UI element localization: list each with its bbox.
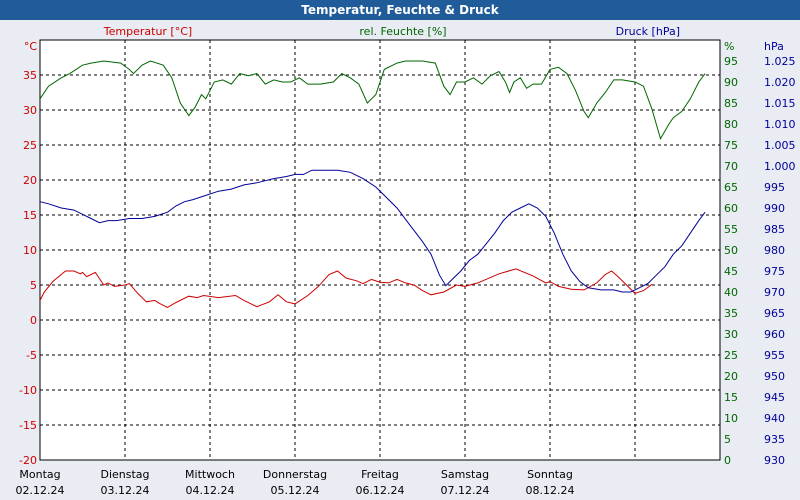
chart-title: Temperatur, Feuchte & Druck <box>0 0 800 20</box>
y-tick-label-temperature: 15 <box>23 209 37 222</box>
series-label-humidity: rel. Feuchte [%] <box>359 25 446 38</box>
y-axis-unit-humidity: % <box>724 40 734 53</box>
y-tick-label-pressure: 1.010 <box>764 118 796 131</box>
y-tick-label-humidity: 10 <box>724 412 738 425</box>
x-tick-label-date: 06.12.24 <box>356 484 405 497</box>
y-tick-label-pressure: 970 <box>764 286 785 299</box>
x-tick-label-date: 03.12.24 <box>101 484 150 497</box>
y-tick-label-pressure: 1.015 <box>764 97 796 110</box>
x-tick-label-date: 05.12.24 <box>271 484 320 497</box>
series-label-pressure: Druck [hPa] <box>616 25 680 38</box>
pressure-line <box>39 169 706 293</box>
y-tick-label-temperature: 0 <box>30 314 37 327</box>
series-label-temperature: Temperatur [°C] <box>103 25 192 38</box>
y-tick-label-humidity: 50 <box>724 244 738 257</box>
y-tick-label-pressure: 940 <box>764 412 785 425</box>
x-tick-label-day: Montag <box>19 468 60 481</box>
y-tick-label-humidity: 70 <box>724 160 738 173</box>
y-tick-label-pressure: 975 <box>764 265 785 278</box>
y-tick-label-temperature: -15 <box>19 419 37 432</box>
x-tick-label-day: Donnerstag <box>263 468 327 481</box>
x-tick-label-date: 04.12.24 <box>186 484 235 497</box>
y-tick-label-pressure: 935 <box>764 433 785 446</box>
y-tick-label-pressure: 980 <box>764 244 785 257</box>
y-tick-label-temperature: 20 <box>23 174 37 187</box>
x-tick-label-day: Dienstag <box>100 468 149 481</box>
x-tick-label-date: 02.12.24 <box>16 484 65 497</box>
y-tick-label-humidity: 60 <box>724 202 738 215</box>
y-tick-label-humidity: 90 <box>724 76 738 89</box>
y-tick-label-pressure: 960 <box>764 328 785 341</box>
x-tick-label-date: 08.12.24 <box>526 484 575 497</box>
y-tick-label-humidity: 35 <box>724 307 738 320</box>
y-tick-label-humidity: 80 <box>724 118 738 131</box>
y-tick-label-pressure: 1.020 <box>764 76 796 89</box>
y-tick-label-humidity: 25 <box>724 349 738 362</box>
y-tick-label-temperature: -10 <box>19 384 37 397</box>
y-tick-label-temperature: -5 <box>26 349 37 362</box>
x-tick-label-date: 07.12.24 <box>441 484 490 497</box>
humidity-line <box>39 60 706 140</box>
y-tick-label-humidity: 85 <box>724 97 738 110</box>
y-tick-label-temperature: 5 <box>30 279 37 292</box>
y-tick-label-pressure: 965 <box>764 307 785 320</box>
y-tick-label-pressure: 995 <box>764 181 785 194</box>
y-tick-label-pressure: 1.025 <box>764 55 796 68</box>
y-tick-label-humidity: 20 <box>724 370 738 383</box>
y-tick-label-pressure: 945 <box>764 391 785 404</box>
y-tick-label-humidity: 0 <box>724 454 731 467</box>
y-tick-label-humidity: 15 <box>724 391 738 404</box>
x-tick-label-day: Sonntag <box>527 468 573 481</box>
temperature-line <box>39 268 653 308</box>
y-tick-label-pressure: 990 <box>764 202 785 215</box>
y-tick-label-pressure: 950 <box>764 370 785 383</box>
y-tick-label-humidity: 55 <box>724 223 738 236</box>
y-tick-label-pressure: 930 <box>764 454 785 467</box>
y-tick-label-humidity: 30 <box>724 328 738 341</box>
y-tick-label-pressure: 1.005 <box>764 139 796 152</box>
y-tick-label-humidity: 45 <box>724 265 738 278</box>
y-tick-label-humidity: 95 <box>724 55 738 68</box>
x-tick-label-day: Mittwoch <box>185 468 235 481</box>
y-tick-label-temperature: -20 <box>19 454 37 467</box>
y-axis-unit-temperature: °C <box>24 40 38 53</box>
y-tick-label-pressure: 1.000 <box>764 160 796 173</box>
y-tick-label-temperature: 25 <box>23 139 37 152</box>
x-tick-label-day: Samstag <box>441 468 489 481</box>
y-tick-label-humidity: 75 <box>724 139 738 152</box>
y-axis-unit-pressure: hPa <box>764 40 784 53</box>
y-tick-label-pressure: 985 <box>764 223 785 236</box>
y-tick-label-humidity: 40 <box>724 286 738 299</box>
y-tick-label-temperature: 10 <box>23 244 37 257</box>
y-tick-label-temperature: 35 <box>23 69 37 82</box>
y-tick-label-humidity: 5 <box>724 433 731 446</box>
y-tick-label-pressure: 955 <box>764 349 785 362</box>
y-tick-label-humidity: 65 <box>724 181 738 194</box>
y-tick-label-temperature: 30 <box>23 104 37 117</box>
x-tick-label-day: Freitag <box>361 468 399 481</box>
